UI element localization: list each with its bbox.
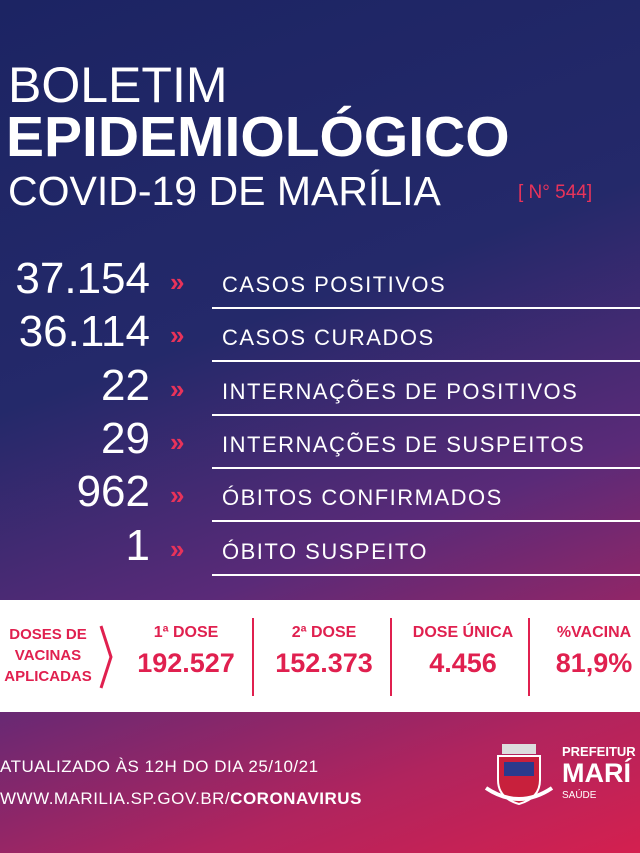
- chevron: »: [170, 373, 185, 404]
- vaccine-heading: DOSES DE VACINAS APLICADAS: [0, 624, 96, 687]
- org-dept: SAÚDE: [562, 790, 597, 801]
- city-emblem: [484, 744, 554, 806]
- heading-line: VACINAS: [14, 647, 82, 664]
- divider: [212, 360, 640, 363]
- divider: [212, 573, 640, 576]
- stat-number: 29: [101, 413, 150, 463]
- title-sub: COVID-19 DE MARÍLIA: [8, 168, 441, 214]
- dose-label: %VACINA: [556, 624, 632, 641]
- divider: [212, 307, 640, 309]
- stat-number: 36.114: [18, 307, 150, 357]
- dose-value: 4.456: [429, 648, 497, 678]
- heading-line: DOSES DE: [9, 626, 87, 643]
- updated-text: ATUALIZADO ÀS 12H DO DIA 25/10/21: [0, 757, 319, 776]
- stat-label: INTERNAÇÕES DE SUSPEITOS: [222, 431, 586, 457]
- title-line: BOLETIM: [8, 57, 228, 113]
- stat-number: 962: [76, 467, 150, 517]
- stat-number: 22: [101, 360, 150, 410]
- chevron: »: [170, 480, 185, 511]
- stat-label: CASOS CURADOS: [222, 325, 435, 351]
- org-name: PREFEITUR: [562, 744, 636, 759]
- dose-label: 2ª DOSE: [291, 624, 357, 641]
- separator: [528, 618, 530, 696]
- issue-number: [ N° 544]: [518, 182, 593, 203]
- chevron: »: [170, 320, 185, 351]
- separator: [390, 618, 392, 696]
- dose-value: 81,9%: [555, 648, 633, 678]
- dose-value: 192.527: [137, 648, 235, 678]
- dose-label: 1ª DOSE: [153, 624, 219, 641]
- chevron: »: [170, 426, 185, 457]
- stat-label: ÓBITOS CONFIRMADOS: [222, 485, 503, 511]
- heading-line: APLICADAS: [4, 668, 92, 685]
- stat-label: ÓBITO SUSPEITO: [222, 538, 429, 564]
- chevron: »: [170, 267, 185, 297]
- site: WWW.MARILIA.SP.GOV.BR/CORONAVIRUS: [0, 789, 362, 809]
- separator: [252, 618, 254, 696]
- stat-number: 37.154: [15, 254, 150, 303]
- dose-label: DOSE ÚNICA: [412, 624, 514, 641]
- chevron: »: [170, 533, 185, 564]
- title-main: EPIDEMIOLÓGICO: [6, 105, 510, 169]
- stat-label: CASOS POSITIVOS: [222, 272, 447, 297]
- site-url: WWW.MARILIA.SP.GOV.BR/: [0, 789, 231, 808]
- stat-label: INTERNAÇÕES DE POSITIVOS: [222, 378, 579, 404]
- divider: [212, 466, 640, 469]
- org-city: MARÍ: [562, 758, 631, 788]
- stat-number: 1: [125, 520, 150, 570]
- dose-value: 152.373: [275, 648, 373, 678]
- vaccine-band: DOSES DE VACINAS APLICADAS 1ª DOSE 192.52…: [0, 600, 640, 712]
- site-path: CORONAVIRUS: [230, 789, 362, 808]
- divider: [212, 520, 640, 523]
- bracket: [99, 625, 113, 689]
- divider: [212, 413, 640, 416]
